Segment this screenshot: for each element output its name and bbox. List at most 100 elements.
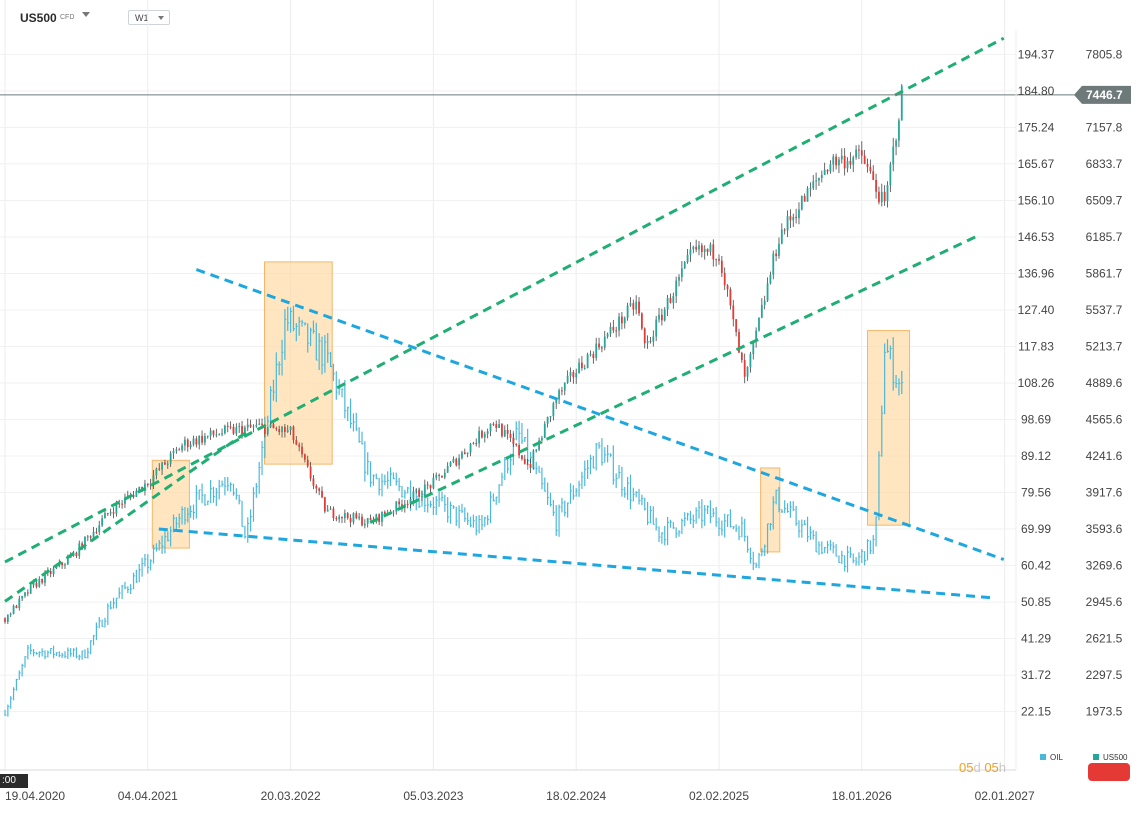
candle-body <box>843 155 846 169</box>
candle-body <box>383 511 386 514</box>
candle-body <box>212 430 215 435</box>
candle-body <box>301 446 303 455</box>
candle-body <box>886 185 889 202</box>
oil-axis-tick-label: 98.69 <box>1021 413 1051 427</box>
candle-body <box>700 245 703 253</box>
symbol-name[interactable]: US500 <box>20 11 57 25</box>
oil-axis-tick-label: 31.72 <box>1021 668 1051 682</box>
candle-body <box>646 340 649 344</box>
highlight-box <box>867 330 911 526</box>
candle-body <box>698 245 700 250</box>
candle-body <box>38 578 41 587</box>
candle-body <box>615 330 618 332</box>
candle-body <box>478 430 480 444</box>
candle-body <box>486 431 489 435</box>
candle-body <box>835 156 837 166</box>
candle-body <box>832 156 835 165</box>
candle-body <box>660 314 663 321</box>
candle-body <box>532 451 535 468</box>
us500-axis-tick-label: 1973.5 <box>1086 704 1123 718</box>
symbol-dropdown-caret-icon[interactable] <box>82 12 90 17</box>
countdown-hours-suffix: h <box>998 760 1007 775</box>
candle-body <box>201 435 203 443</box>
candle-body <box>358 516 361 519</box>
us500-axis-tick-label: 6185.7 <box>1086 230 1123 244</box>
candle-body <box>563 382 566 391</box>
candle-body <box>818 177 820 181</box>
us500-axis-tick-label: 4565.6 <box>1086 412 1123 426</box>
candle-body <box>241 426 243 435</box>
candle-body <box>286 430 289 432</box>
symbol-type-label: CFD <box>60 14 75 21</box>
candle-body <box>18 598 21 609</box>
timeframe-select[interactable]: W1 <box>128 10 170 25</box>
candle-body <box>675 280 678 297</box>
oil-axis-tick-label: 69.99 <box>1021 522 1051 536</box>
candle-body <box>24 592 26 597</box>
candle-body <box>786 216 789 231</box>
candle-body <box>278 429 281 433</box>
us500-axis-tick-label: 2945.6 <box>1086 595 1123 609</box>
candle-body <box>449 462 452 467</box>
oil-axis-tick-label: 117.83 <box>1018 339 1054 353</box>
chevron-down-icon <box>158 16 164 20</box>
countdown-days-suffix: d <box>973 760 981 775</box>
trendlines <box>4 36 1005 603</box>
legend-us500[interactable]: US500 <box>1093 753 1127 762</box>
candle-body <box>166 463 169 465</box>
candle-body <box>261 423 263 425</box>
candle-body <box>35 582 38 587</box>
us500-axis-tick-label: 3269.6 <box>1086 558 1123 572</box>
candle-body <box>746 367 749 377</box>
candle-body <box>626 305 629 318</box>
candle-body <box>592 354 595 359</box>
candle-body <box>361 516 363 526</box>
trendline-blue <box>195 268 1005 561</box>
candle-body <box>638 301 640 314</box>
candle-body <box>164 462 166 465</box>
trendline-green <box>4 36 1005 564</box>
oil-axis-tick-label: 50.85 <box>1021 595 1051 609</box>
date-tick-label: 18.01.2026 <box>832 789 892 803</box>
candle-body <box>632 303 635 310</box>
candle-body <box>263 424 266 434</box>
oil-axis-tick-label: 194.37 <box>1018 47 1055 61</box>
oil-axis-tick-label: 41.29 <box>1021 632 1051 646</box>
candle-body <box>184 439 186 446</box>
candle-body <box>481 430 483 438</box>
us500-axis-tick-label: 6833.7 <box>1086 157 1123 171</box>
candle-body <box>603 336 606 348</box>
us500-axis-tick-label: 5537.7 <box>1086 303 1123 317</box>
date-tick-label: 05.03.2023 <box>403 789 463 803</box>
us500-action-button[interactable] <box>1088 763 1130 781</box>
candle-body <box>124 497 126 504</box>
candle-body <box>89 536 92 538</box>
candle-body <box>655 319 658 337</box>
candle-body <box>498 424 500 428</box>
candle-body <box>866 164 869 167</box>
candle-body <box>461 452 463 459</box>
candle-body <box>609 326 612 334</box>
candle-body <box>732 305 735 320</box>
candle-body <box>15 605 18 609</box>
legend-oil[interactable]: OIL <box>1040 753 1063 762</box>
candle-body <box>489 423 492 432</box>
candle-body <box>783 229 786 231</box>
candle-body <box>186 439 189 448</box>
chart-toolbar: US500 CFD W1 <box>0 0 1016 34</box>
candle-body <box>192 438 195 445</box>
candle-body <box>883 191 886 202</box>
candle-body <box>303 454 306 460</box>
oil-swatch-icon <box>1040 754 1046 760</box>
candle-body <box>446 466 449 473</box>
candle-body <box>178 449 181 451</box>
candle-body <box>475 442 478 444</box>
candle-body <box>758 317 760 331</box>
candle-body <box>281 426 283 433</box>
candle-body <box>75 552 78 557</box>
candle-body <box>329 508 332 510</box>
candle-body <box>683 262 686 269</box>
countdown-hours: 05 <box>984 760 999 775</box>
oil-price-axis: 194.37 184.80 175.24 165.67 156.10 146.53 136.… <box>1018 47 1055 718</box>
